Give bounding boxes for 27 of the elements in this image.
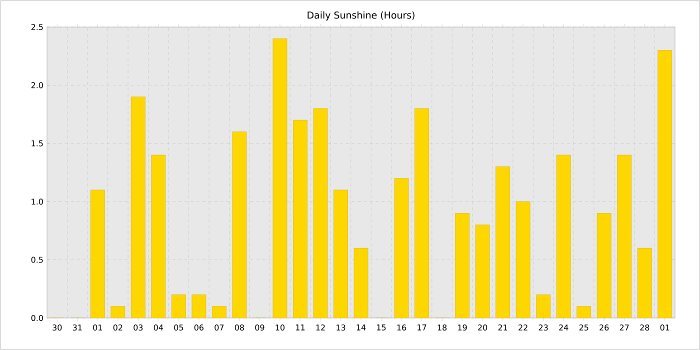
bar [354,248,368,318]
bar [313,108,328,318]
bar [394,178,409,318]
bar [637,248,652,318]
bar [414,108,429,318]
bar [658,50,672,318]
bar [272,38,288,318]
bar [556,154,571,318]
bar [90,190,105,318]
bar [536,294,550,318]
chart-title: Daily Sunshine (Hours) [308,11,414,21]
bar [576,306,591,318]
bar [131,96,146,318]
bar [151,154,166,318]
bar [496,166,510,318]
bar [232,132,247,318]
bar [516,201,530,318]
bar [455,213,470,318]
bar [293,120,308,318]
bar [172,294,186,318]
bar [475,224,490,318]
bar [110,306,125,318]
bar [597,213,612,318]
bar [334,190,348,318]
bar [212,306,226,318]
bar [617,154,632,318]
bar [192,294,206,318]
